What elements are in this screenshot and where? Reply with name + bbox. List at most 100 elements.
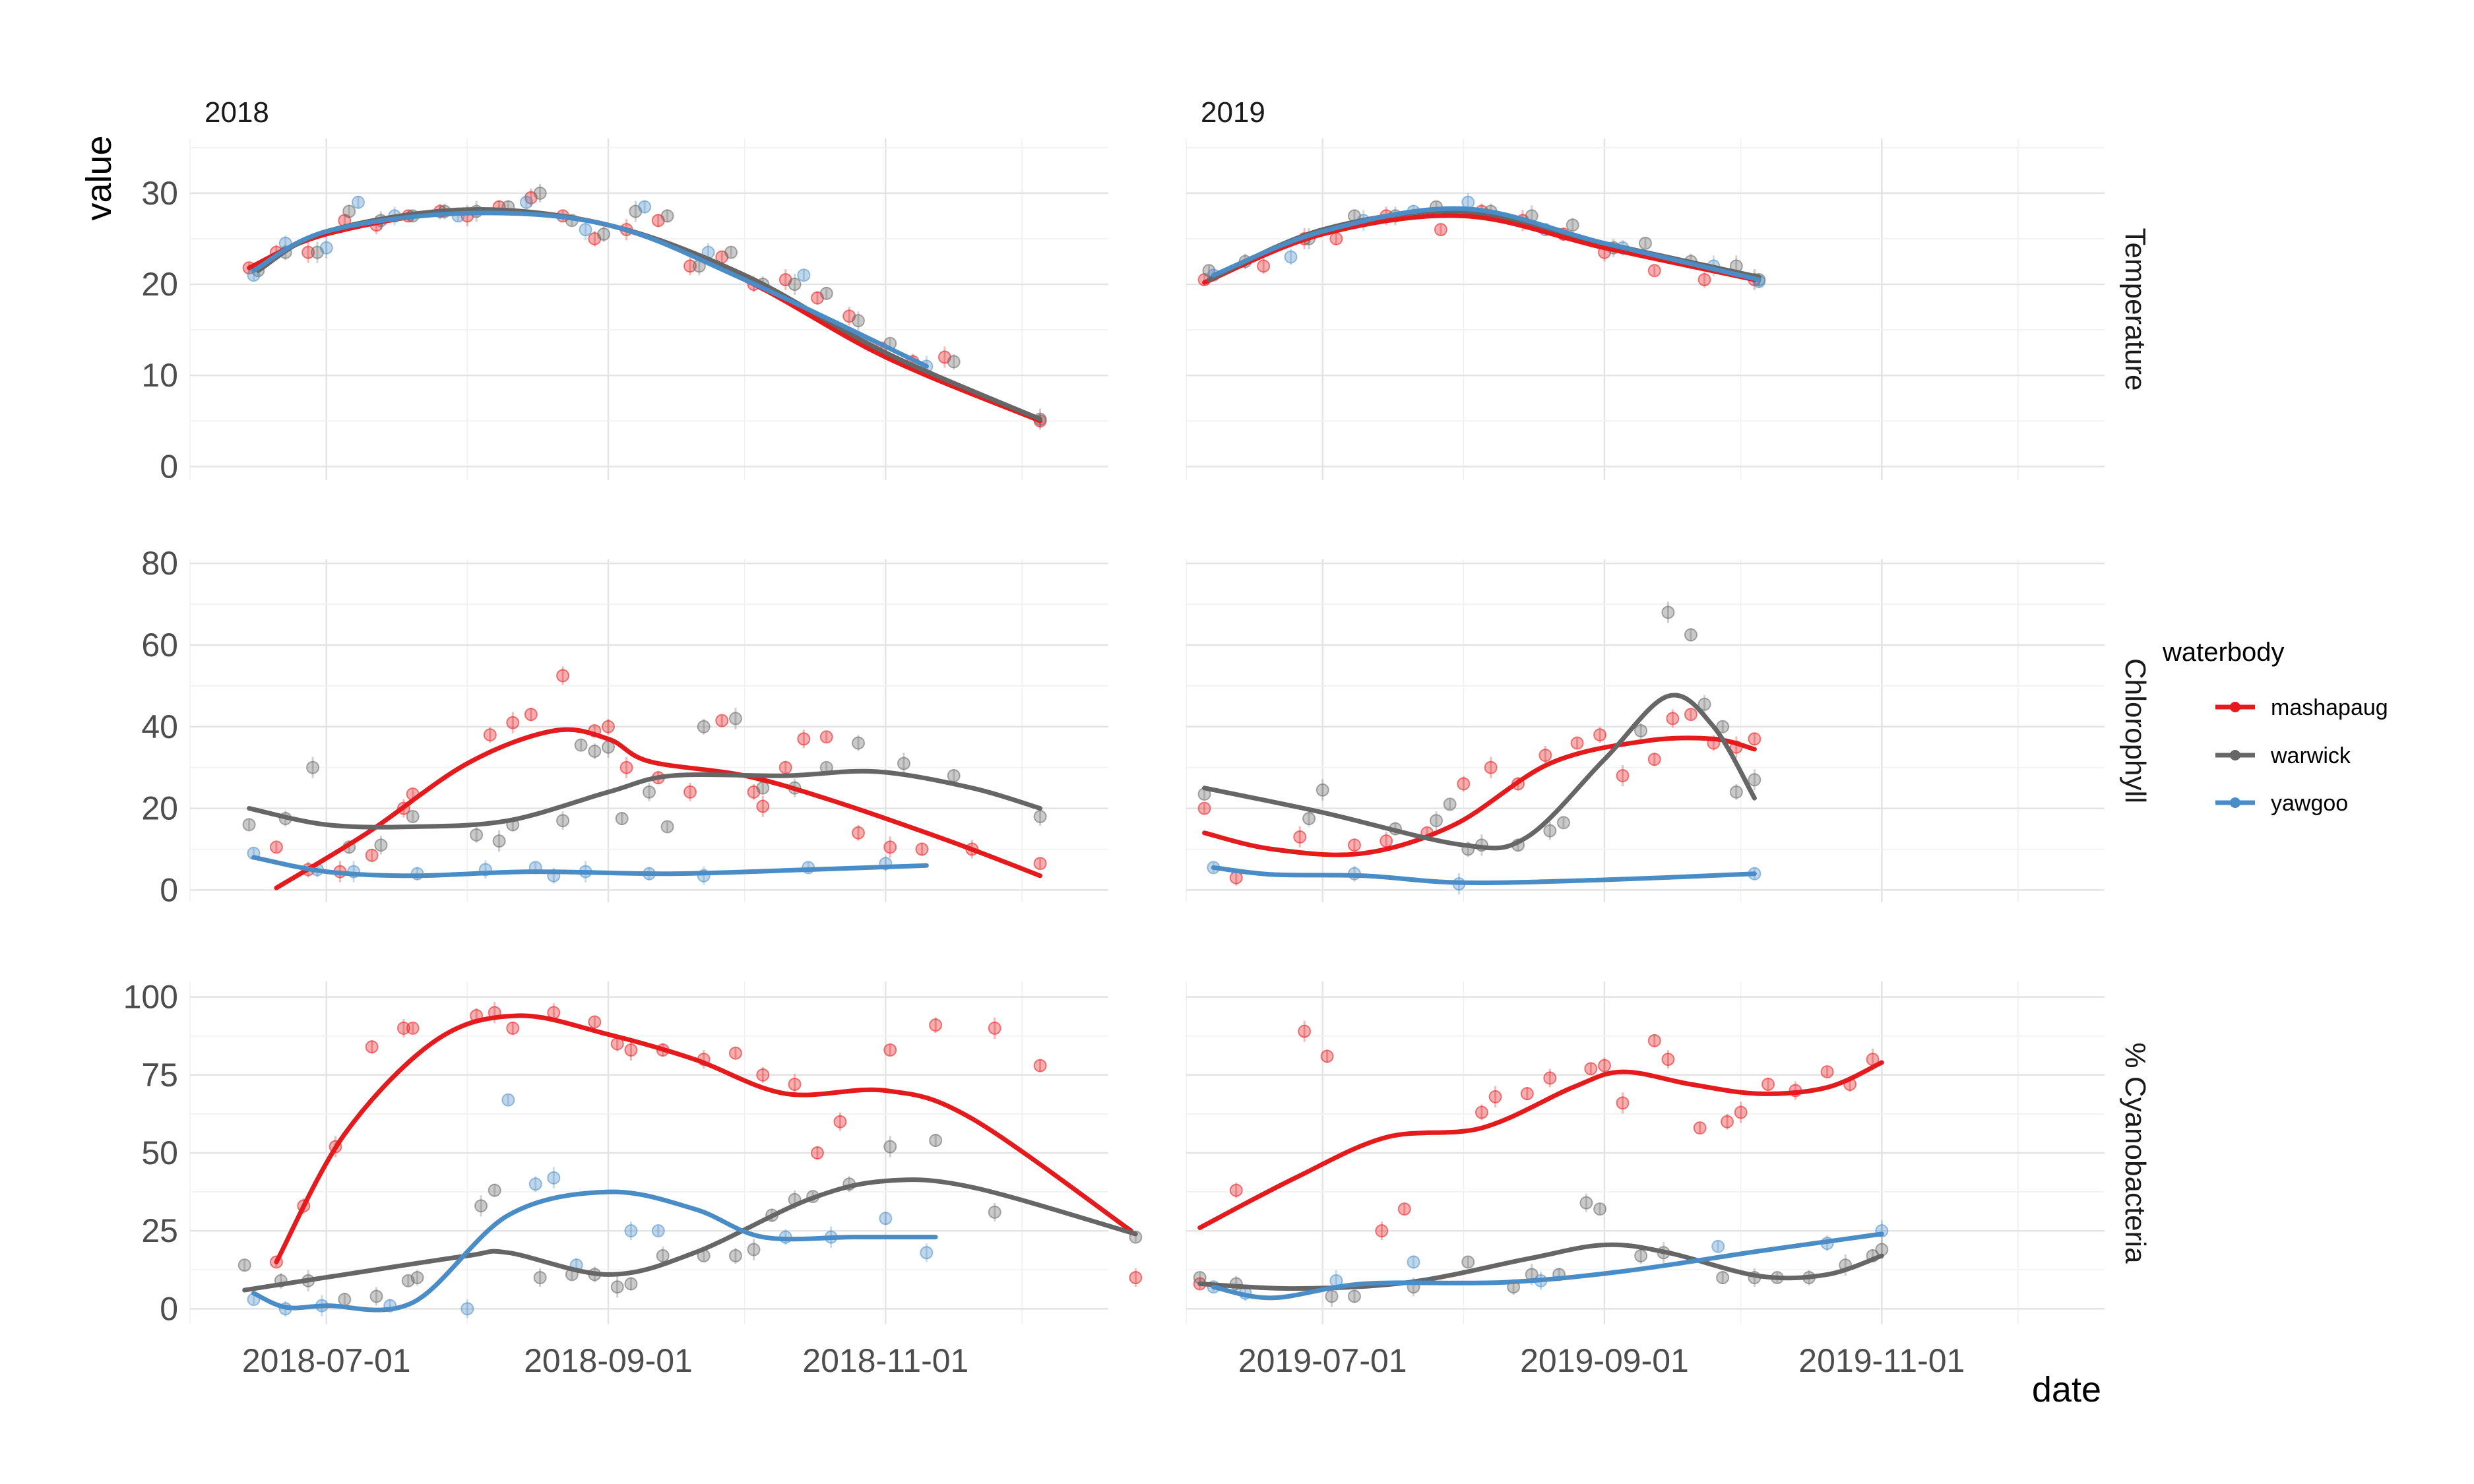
- trend-line-mashapaug: [1202, 735, 1757, 857]
- data-point-mashapaug: [506, 1021, 520, 1035]
- data-point-yawgoo: [519, 195, 533, 209]
- facet-label-row: Temperature: [2119, 228, 2151, 390]
- data-point-warwick: [1325, 1289, 1339, 1303]
- data-point-warwick: [588, 744, 602, 758]
- data-point-mashapaug: [915, 842, 929, 856]
- data-point-mashapaug: [396, 1021, 410, 1035]
- data-point-mashapaug: [1693, 1121, 1707, 1135]
- trend-line-warwick: [242, 1177, 1138, 1293]
- facet-label-2019: 2019: [1201, 96, 1265, 129]
- facet-label-row: Chlorophyll: [2119, 658, 2151, 803]
- data-point-warwick: [851, 736, 865, 750]
- data-point-yawgoo: [920, 1246, 934, 1260]
- data-point-warwick: [788, 278, 802, 292]
- data-point-mashapaug: [1734, 1105, 1748, 1119]
- data-point-mashapaug: [1593, 728, 1607, 742]
- legend-label-warwick: warwick: [2270, 743, 2351, 768]
- data-point-warwick: [947, 769, 961, 783]
- data-point-mashapaug: [1397, 1202, 1411, 1216]
- data-point-mashapaug: [1820, 1065, 1834, 1079]
- trend-line-mashapaug: [1197, 1060, 1884, 1230]
- data-point-warwick: [492, 834, 506, 848]
- data-point-mashapaug: [406, 1021, 420, 1035]
- data-point-mashapaug: [1033, 857, 1047, 871]
- data-point-warwick: [338, 1293, 352, 1307]
- data-point-mashapaug: [365, 1040, 379, 1054]
- data-point-mashapaug: [1684, 708, 1697, 722]
- data-point-warwick: [660, 209, 674, 223]
- trend-line-warwick: [247, 768, 1043, 830]
- data-point-mashapaug: [301, 245, 315, 259]
- trend-line-yawgoo: [1211, 1231, 1884, 1301]
- data-point-mashapaug: [1697, 273, 1711, 287]
- data-point-mashapaug: [728, 1046, 742, 1060]
- data-point-yawgoo: [797, 268, 811, 282]
- data-point-mashapaug: [1647, 753, 1661, 766]
- data-point-mashapaug: [619, 760, 633, 774]
- data-point-mashapaug: [851, 826, 865, 840]
- data-point-mashapaug: [1434, 223, 1447, 237]
- trend-line-yawgoo: [1211, 865, 1757, 885]
- x-tick-label: 2019-11-01: [1798, 1342, 1965, 1379]
- data-point-mashapaug: [556, 669, 570, 683]
- trend-line-yawgoo: [251, 210, 929, 369]
- data-point-mashapaug: [1661, 1053, 1675, 1067]
- data-point-warwick: [851, 314, 865, 328]
- data-point-warwick: [410, 1271, 424, 1285]
- data-point-mashapaug: [1033, 1059, 1047, 1072]
- data-point-mashapaug: [483, 728, 497, 742]
- data-point-mashapaug: [1375, 1224, 1389, 1238]
- data-point-mashapaug: [1475, 1105, 1488, 1119]
- data-point-mashapaug: [1543, 1071, 1557, 1085]
- panel-r1-c1: [1186, 559, 2105, 902]
- data-point-warwick: [238, 1258, 251, 1272]
- data-point-mashapaug: [1298, 1024, 1312, 1038]
- panel-r1-c0: [189, 559, 1108, 902]
- data-point-warwick: [643, 785, 656, 799]
- y-tick-label: 20: [141, 790, 178, 827]
- data-point-mashapaug: [1347, 838, 1361, 852]
- x-axis-title: date: [2032, 1370, 2101, 1409]
- data-point-warwick: [1543, 824, 1557, 838]
- data-point-mashapaug: [833, 1115, 847, 1128]
- data-point-mashapaug: [1538, 749, 1552, 762]
- x-tick-label: 2019-09-01: [1520, 1342, 1689, 1379]
- data-point-mashapaug: [524, 708, 538, 722]
- data-point-mashapaug: [1647, 264, 1661, 278]
- data-point-warwick: [615, 812, 629, 826]
- trend-line-mashapaug: [274, 1013, 1133, 1264]
- data-point-mashapaug: [788, 1078, 802, 1091]
- data-point-warwick: [556, 814, 570, 828]
- y-tick-label: 20: [141, 266, 178, 303]
- data-point-mashapaug: [1197, 801, 1211, 815]
- legend-label-yawgoo: yawgoo: [2271, 791, 2348, 816]
- trend-line-yawgoo: [251, 1189, 938, 1313]
- data-point-mashapaug: [1748, 732, 1761, 746]
- data-point-mashapaug: [756, 799, 770, 813]
- data-point-warwick: [1566, 218, 1579, 232]
- data-point-warwick: [697, 720, 711, 733]
- panel-r2-c1: [1186, 981, 2105, 1324]
- data-point-warwick: [883, 1140, 897, 1154]
- legend-item-mashapaug: mashapaug: [2215, 695, 2388, 720]
- data-point-warwick: [374, 838, 388, 852]
- facet-label-2018: 2018: [205, 96, 269, 129]
- data-point-mashapaug: [1520, 1087, 1534, 1101]
- data-point-mashapaug: [1597, 1059, 1611, 1072]
- data-point-warwick: [1316, 783, 1329, 797]
- data-point-mashapaug: [1293, 830, 1307, 844]
- data-point-mashapaug: [588, 1015, 602, 1029]
- data-point-mashapaug: [929, 1018, 943, 1032]
- y-tick-label: 25: [141, 1212, 178, 1249]
- data-point-mashapaug: [506, 716, 520, 729]
- data-point-warwick: [929, 1134, 943, 1148]
- legend-item-warwick: warwick: [2215, 743, 2351, 768]
- data-point-warwick: [369, 1289, 383, 1303]
- data-point-mashapaug: [683, 259, 697, 273]
- data-point-mashapaug: [819, 730, 833, 744]
- data-point-warwick: [1661, 605, 1675, 619]
- data-point-mashapaug: [1320, 1049, 1334, 1063]
- data-point-mashapaug: [1570, 736, 1584, 750]
- data-point-mashapaug: [1329, 232, 1343, 245]
- trend-line-mashapaug: [274, 727, 1043, 890]
